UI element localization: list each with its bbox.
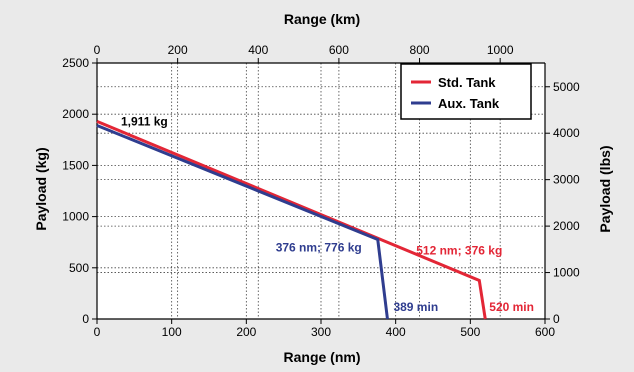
annotation-label: 520 min <box>489 300 534 314</box>
legend: Std. Tank Aux. Tank <box>400 63 532 120</box>
y2-tick-label: 2000 <box>553 219 580 233</box>
x2-tick-label: 200 <box>168 43 188 57</box>
x2-tick-label: 400 <box>248 43 268 57</box>
x2-tick-label: 1000 <box>487 43 514 57</box>
x-tick-label: 0 <box>94 325 101 339</box>
x2-tick-label: 0 <box>94 43 101 57</box>
x-tick-label: 400 <box>386 325 406 339</box>
y2-tick-label: 3000 <box>553 173 580 187</box>
annotation-label: 512 nm; 376 kg <box>416 243 502 257</box>
x-tick-label: 100 <box>162 325 182 339</box>
x-tick-label: 600 <box>535 325 555 339</box>
y-axis-title: Payload (kg) <box>33 147 49 230</box>
x-axis-title: Range (nm) <box>284 349 361 365</box>
y-tick-label: 0 <box>82 312 89 326</box>
x-tick-label: 500 <box>460 325 480 339</box>
x2-tick-label: 800 <box>410 43 430 57</box>
annotations: 1,911 kg 376 nm; 776 kg 512 nm; 376 kg 389 … <box>121 114 534 314</box>
y-tick-label: 2000 <box>62 107 89 121</box>
series-lines <box>96 119 487 320</box>
y2-tick-label: 1000 <box>553 266 580 280</box>
y2-tick-label: 5000 <box>553 80 580 94</box>
x2-axis-title: Range (km) <box>284 11 360 27</box>
x2-tick-label: 600 <box>329 43 349 57</box>
legend-label-std-tank: Std. Tank <box>438 75 496 90</box>
y-tick-label: 2500 <box>62 56 89 70</box>
annotation-label: 376 nm; 776 kg <box>276 241 362 255</box>
y2-tick-label: 0 <box>553 312 560 326</box>
y2-tick-label: 4000 <box>553 126 580 140</box>
y-tick-label: 1500 <box>62 158 89 172</box>
x-tick-label: 200 <box>236 325 256 339</box>
annotation-label: 389 min <box>393 300 438 314</box>
y2-axis-title: Payload (lbs) <box>597 145 613 232</box>
x-tick-label: 300 <box>311 325 331 339</box>
y-tick-label: 1000 <box>62 210 89 224</box>
legend-box <box>400 63 532 120</box>
legend-label-aux-tank: Aux. Tank <box>438 96 500 111</box>
y-tick-label: 500 <box>69 261 89 275</box>
annotation-label: 1,911 kg <box>121 114 168 128</box>
